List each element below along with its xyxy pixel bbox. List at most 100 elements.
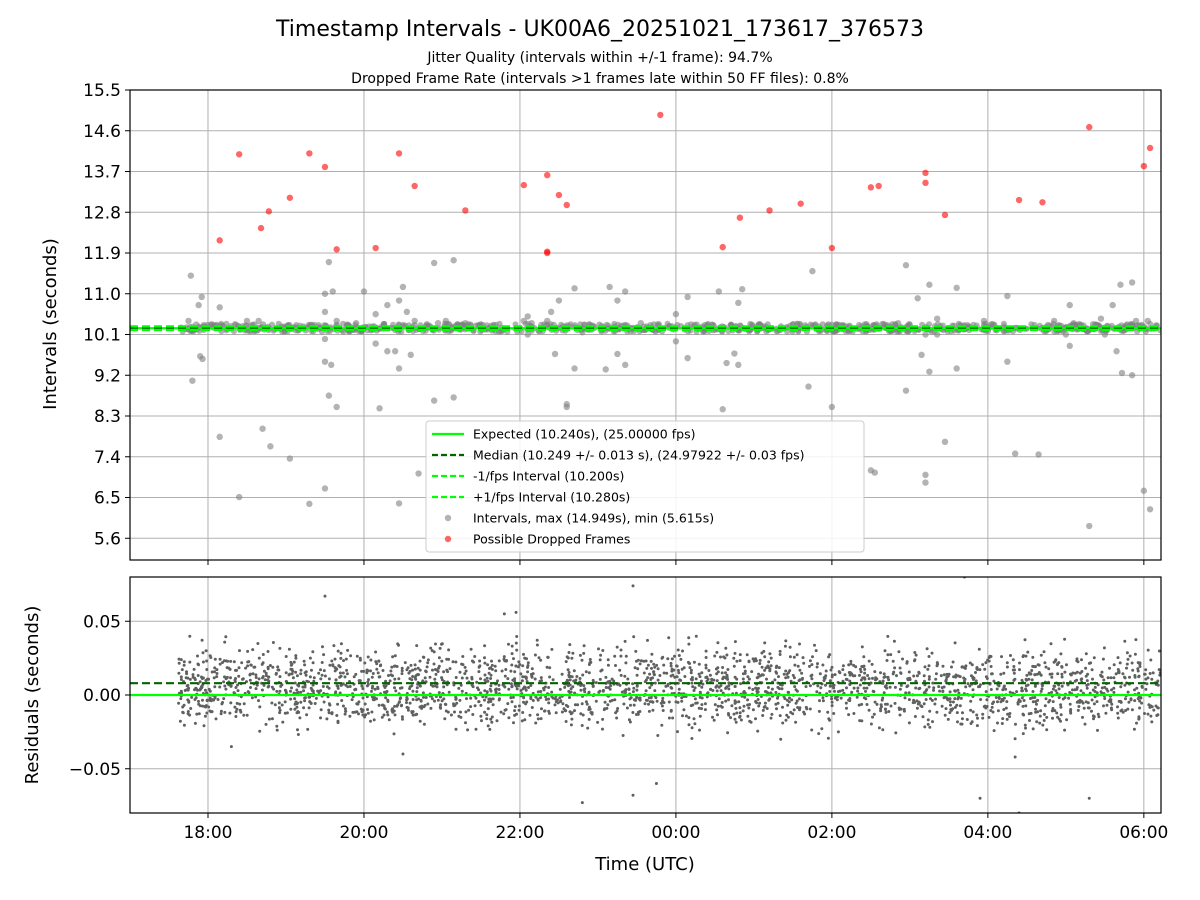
residual-point [810, 728, 814, 732]
residual-point [578, 677, 582, 680]
residual-point [1027, 677, 1031, 681]
residual-point [270, 717, 274, 721]
interval-point [1109, 301, 1116, 309]
residual-point [444, 709, 448, 713]
residual-point [879, 703, 883, 707]
residual-point [373, 687, 377, 691]
residual-point [1051, 716, 1054, 720]
residual-point [1056, 662, 1060, 666]
residual-point [743, 695, 747, 699]
residual-point [984, 690, 988, 694]
residual-point [391, 674, 394, 678]
bottom-ytick-label: −0.05 [69, 760, 121, 780]
residual-point [956, 697, 960, 701]
residual-point [1109, 700, 1113, 704]
interval-point [614, 350, 621, 358]
residual-point [633, 666, 637, 670]
residual-point [615, 645, 619, 649]
residual-point [474, 696, 478, 700]
residual-point [207, 677, 211, 681]
residual-point [360, 710, 364, 714]
residual-point [1116, 716, 1120, 720]
residual-point [297, 710, 301, 714]
residual-point [525, 700, 529, 704]
residual-point [514, 610, 518, 614]
residual-point [724, 646, 728, 650]
residual-point [1036, 663, 1040, 667]
residual-point [1150, 720, 1154, 724]
residual-point [1005, 717, 1009, 721]
residual-point [493, 664, 497, 668]
interval-point [360, 288, 368, 295]
residual-point [392, 732, 396, 736]
residual-point [383, 707, 387, 711]
residual-point [742, 704, 746, 708]
residual-point [1021, 732, 1025, 736]
residual-point [411, 710, 415, 714]
residual-point [320, 673, 324, 677]
residual-point [796, 706, 800, 709]
residual-point [1043, 661, 1047, 665]
residual-point [953, 641, 957, 645]
interval-point [922, 331, 929, 338]
residual-point [182, 703, 186, 707]
interval-point [293, 322, 300, 328]
residual-point [366, 682, 370, 686]
residual-point [325, 685, 329, 689]
residual-point [1105, 687, 1109, 691]
dropped-frame-point [797, 200, 804, 207]
top-ytick-label: 7.4 [94, 448, 121, 468]
residual-point [422, 695, 425, 699]
dropped-frame-point [520, 181, 528, 189]
residual-point [975, 713, 979, 717]
residual-point [816, 684, 820, 688]
residual-point [700, 703, 704, 707]
residual-point [871, 715, 874, 719]
residual-point [1050, 672, 1054, 676]
interval-point [735, 361, 742, 369]
residual-point [406, 708, 410, 712]
residual-point [1022, 699, 1026, 702]
residual-point [360, 684, 364, 688]
residual-point [829, 668, 833, 672]
residual-point [426, 658, 430, 662]
interval-point [384, 301, 391, 309]
residual-point [960, 717, 964, 721]
top-ytick-label: 11.0 [83, 285, 121, 305]
residual-point [1143, 672, 1147, 676]
residual-point [786, 703, 790, 707]
residual-point [361, 713, 365, 717]
residual-point [594, 699, 598, 703]
residual-point [566, 668, 570, 672]
residual-point [433, 699, 436, 703]
residual-point [680, 699, 684, 703]
dropped-frame-point [1015, 196, 1023, 204]
residual-point [502, 612, 506, 616]
residual-point [913, 715, 917, 718]
residual-point [1138, 665, 1142, 668]
residual-point [915, 699, 919, 703]
residual-point [322, 669, 326, 673]
residual-point [739, 682, 743, 686]
residual-point [677, 687, 681, 691]
residual-point [327, 677, 331, 681]
residual-point [465, 697, 468, 701]
interval-point [1113, 348, 1120, 355]
residual-point [931, 720, 934, 724]
residual-point [893, 701, 897, 705]
residual-point [871, 676, 874, 680]
residual-point [254, 673, 258, 677]
residual-point [675, 664, 679, 668]
interval-point [902, 262, 910, 269]
residual-point [949, 708, 953, 711]
residual-point [411, 698, 415, 701]
top-points [130, 111, 1161, 530]
residual-point [1011, 668, 1015, 672]
residual-point [1148, 705, 1152, 709]
residual-point [669, 661, 673, 665]
residual-point [1101, 657, 1105, 661]
residual-point [815, 665, 819, 669]
residual-point [486, 707, 490, 711]
residual-point [247, 660, 251, 664]
residual-point [242, 702, 246, 706]
